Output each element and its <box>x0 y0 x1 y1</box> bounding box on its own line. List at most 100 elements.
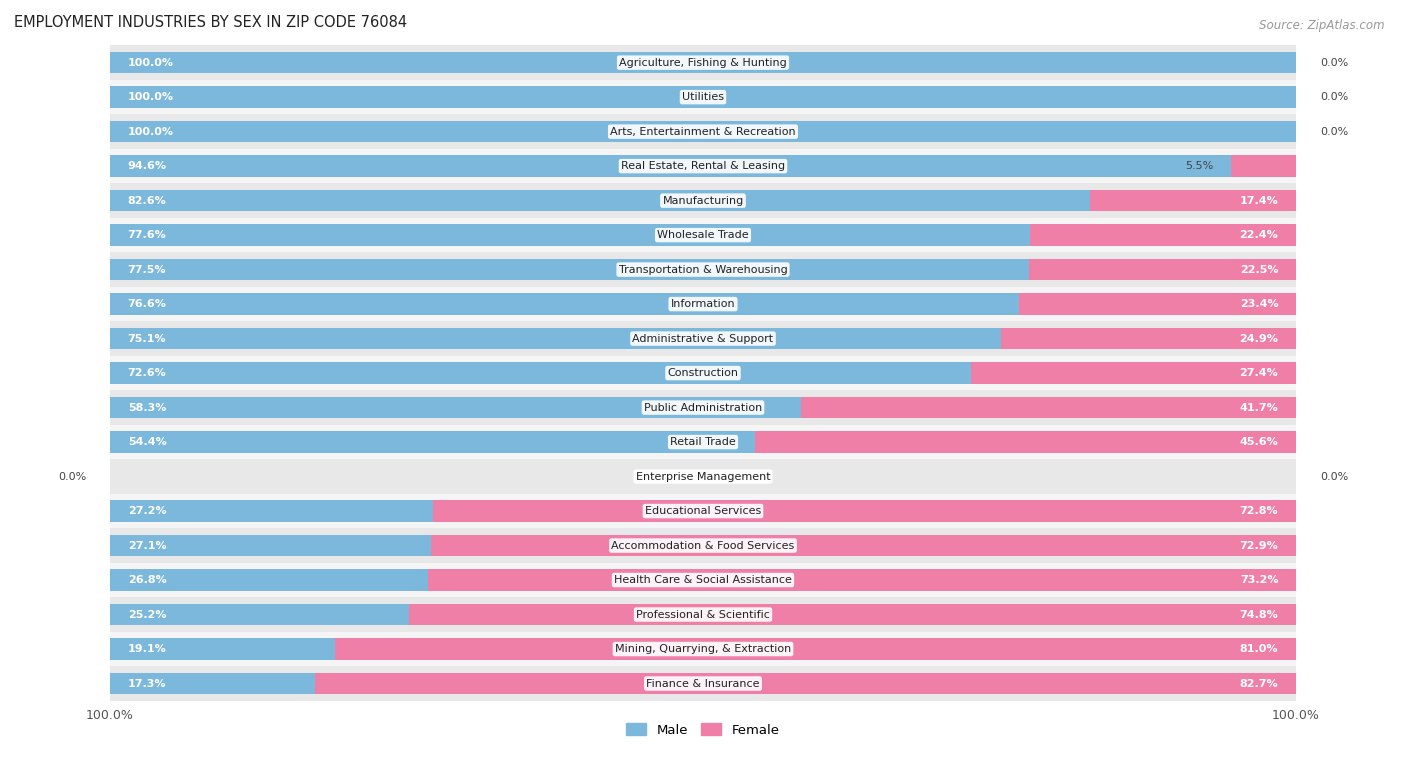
Bar <box>110 570 427 591</box>
Text: Professional & Scientific: Professional & Scientific <box>636 609 770 619</box>
Bar <box>1230 155 1296 177</box>
Text: 22.4%: 22.4% <box>1240 230 1278 240</box>
Text: 0.0%: 0.0% <box>58 472 86 482</box>
Text: 0.0%: 0.0% <box>1320 57 1348 68</box>
Bar <box>110 183 1296 218</box>
Bar <box>110 259 1029 280</box>
Text: Finance & Insurance: Finance & Insurance <box>647 678 759 688</box>
Text: 72.6%: 72.6% <box>128 368 166 378</box>
Bar <box>110 121 1296 142</box>
Text: 81.0%: 81.0% <box>1240 644 1278 654</box>
Text: Educational Services: Educational Services <box>645 506 761 516</box>
Bar <box>110 321 1296 356</box>
Bar <box>110 287 1296 321</box>
Text: 17.4%: 17.4% <box>1240 196 1278 206</box>
Bar <box>110 114 1296 149</box>
Bar <box>110 639 336 660</box>
Bar <box>110 494 1296 528</box>
Bar <box>110 397 801 418</box>
Text: Arts, Entertainment & Recreation: Arts, Entertainment & Recreation <box>610 126 796 137</box>
Text: 73.2%: 73.2% <box>1240 575 1278 585</box>
Text: 74.8%: 74.8% <box>1240 609 1278 619</box>
Legend: Male, Female: Male, Female <box>621 718 785 742</box>
Bar <box>110 604 409 625</box>
Text: 0.0%: 0.0% <box>1320 472 1348 482</box>
Text: 22.5%: 22.5% <box>1240 265 1278 275</box>
Text: 76.6%: 76.6% <box>128 299 166 309</box>
Text: 45.6%: 45.6% <box>1240 437 1278 447</box>
Text: Administrative & Support: Administrative & Support <box>633 334 773 344</box>
Text: EMPLOYMENT INDUSTRIES BY SEX IN ZIP CODE 76084: EMPLOYMENT INDUSTRIES BY SEX IN ZIP CODE… <box>14 15 406 30</box>
Bar <box>110 149 1296 183</box>
Bar <box>1001 328 1296 349</box>
Bar <box>110 80 1296 114</box>
Text: Health Care & Social Assistance: Health Care & Social Assistance <box>614 575 792 585</box>
Bar <box>801 397 1296 418</box>
Text: 19.1%: 19.1% <box>128 644 166 654</box>
Bar <box>110 86 1296 108</box>
Bar <box>110 45 1296 80</box>
Bar <box>110 356 1296 390</box>
Text: 100.0%: 100.0% <box>128 126 174 137</box>
Text: Agriculture, Fishing & Hunting: Agriculture, Fishing & Hunting <box>619 57 787 68</box>
Bar <box>755 431 1296 452</box>
Bar <box>110 673 315 695</box>
Bar <box>409 604 1296 625</box>
Bar <box>110 501 433 521</box>
Text: Construction: Construction <box>668 368 738 378</box>
Text: Wholesale Trade: Wholesale Trade <box>657 230 749 240</box>
Bar <box>110 390 1296 424</box>
Text: 77.5%: 77.5% <box>128 265 166 275</box>
Bar <box>110 362 972 384</box>
Bar <box>110 218 1296 252</box>
Bar <box>110 52 1296 73</box>
Bar <box>110 563 1296 598</box>
Bar <box>1018 293 1296 315</box>
Text: 72.9%: 72.9% <box>1240 541 1278 550</box>
Bar <box>1031 224 1296 246</box>
Text: Mining, Quarrying, & Extraction: Mining, Quarrying, & Extraction <box>614 644 792 654</box>
Text: 24.9%: 24.9% <box>1240 334 1278 344</box>
Text: 5.5%: 5.5% <box>1185 161 1213 171</box>
Text: Accommodation & Food Services: Accommodation & Food Services <box>612 541 794 550</box>
Text: 17.3%: 17.3% <box>128 678 166 688</box>
Text: 58.3%: 58.3% <box>128 403 166 413</box>
Text: 27.2%: 27.2% <box>128 506 166 516</box>
Bar <box>110 293 1018 315</box>
Text: 72.8%: 72.8% <box>1240 506 1278 516</box>
Text: 25.2%: 25.2% <box>128 609 166 619</box>
Text: Retail Trade: Retail Trade <box>671 437 735 447</box>
Text: Transportation & Warehousing: Transportation & Warehousing <box>619 265 787 275</box>
Bar <box>110 598 1296 632</box>
Bar <box>110 632 1296 667</box>
Text: Real Estate, Rental & Leasing: Real Estate, Rental & Leasing <box>621 161 785 171</box>
Text: 77.6%: 77.6% <box>128 230 166 240</box>
Bar <box>110 528 1296 563</box>
Bar <box>110 190 1090 211</box>
Text: 82.6%: 82.6% <box>128 196 166 206</box>
Text: 26.8%: 26.8% <box>128 575 166 585</box>
Text: Source: ZipAtlas.com: Source: ZipAtlas.com <box>1260 19 1385 33</box>
Bar <box>315 673 1296 695</box>
Bar <box>110 535 432 556</box>
Text: 75.1%: 75.1% <box>128 334 166 344</box>
Bar <box>427 570 1296 591</box>
Bar <box>110 459 1296 494</box>
Bar <box>110 424 1296 459</box>
Bar <box>432 535 1296 556</box>
Text: 27.1%: 27.1% <box>128 541 166 550</box>
Bar <box>972 362 1296 384</box>
Text: 27.4%: 27.4% <box>1240 368 1278 378</box>
Text: 82.7%: 82.7% <box>1240 678 1278 688</box>
Text: Utilities: Utilities <box>682 92 724 102</box>
Bar <box>110 328 1001 349</box>
Bar <box>335 639 1296 660</box>
Text: Public Administration: Public Administration <box>644 403 762 413</box>
Bar <box>110 224 1031 246</box>
Bar <box>110 252 1296 287</box>
Bar <box>1029 259 1296 280</box>
Text: 94.6%: 94.6% <box>128 161 167 171</box>
Text: 0.0%: 0.0% <box>1320 92 1348 102</box>
Text: Information: Information <box>671 299 735 309</box>
Bar <box>1090 190 1296 211</box>
